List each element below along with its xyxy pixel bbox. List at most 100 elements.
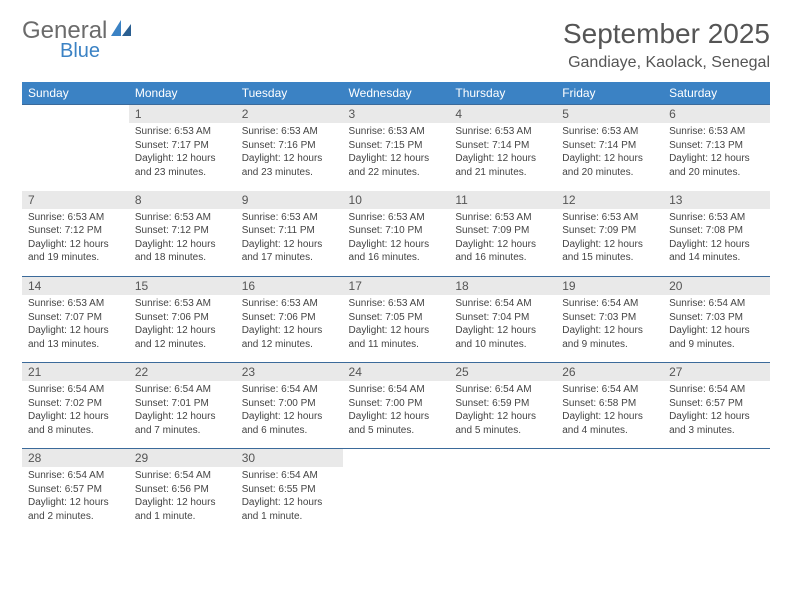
day-data: Sunrise: 6:54 AMSunset: 6:57 PMDaylight:… [663,383,770,441]
calendar-day-cell: 19Sunrise: 6:54 AMSunset: 7:03 PMDayligh… [556,277,663,363]
day-data: Sunrise: 6:53 AMSunset: 7:07 PMDaylight:… [22,297,129,355]
calendar-day-cell: 4 Sunrise: 6:53 AMSunset: 7:14 PMDaylight… [449,105,556,191]
day-number: 8 [129,191,236,209]
calendar-day-cell: 26 Sunrise: 6:54 AMSunset: 6:58 PMDayligh… [556,363,663,449]
day-number: 3 [343,105,450,123]
day-data: Sunrise: 6:54 AMSunset: 7:04 PMDaylight:… [449,297,556,355]
weekday-header: Saturday [663,82,770,105]
calendar-day-cell: 3Sunrise: 6:53 AMSunset: 7:15 PMDaylight… [343,105,450,191]
calendar-day-cell: 13Sunrise: 6:53 AMSunset: 7:08 PMDayligh… [663,191,770,277]
day-number: 14 [22,277,129,295]
calendar-day-cell [343,449,450,535]
header: General Blue September 2025 Gandiaye, Ka… [22,18,770,72]
logo-text-blue: Blue [60,41,133,61]
day-data: Sunrise: 6:53 AMSunset: 7:09 PMDaylight:… [556,211,663,269]
day-data: Sunrise: 6:53 AMSunset: 7:05 PMDaylight:… [343,297,450,355]
day-number: 29 [129,449,236,467]
day-data: Sunrise: 6:53 AMSunset: 7:14 PMDaylight:… [449,125,556,183]
weekday-header: Monday [129,82,236,105]
title-block: September 2025 Gandiaye, Kaolack, Senega… [563,18,770,72]
day-number: 1 [129,105,236,123]
day-number: 7 [22,191,129,209]
day-number: 23 [236,363,343,381]
day-data: Sunrise: 6:53 AMSunset: 7:12 PMDaylight:… [129,211,236,269]
day-number: 11 [449,191,556,209]
day-number: 17 [343,277,450,295]
calendar-day-cell: 23 Sunrise: 6:54 AMSunset: 7:00 PMDayligh… [236,363,343,449]
calendar-day-cell [22,105,129,191]
day-number: 2 [236,105,343,123]
calendar-body: 1 Sunrise: 6:53 AMSunset: 7:17 PMDaylight… [22,105,770,535]
day-data: Sunrise: 6:54 AMSunset: 6:55 PMDaylight:… [236,469,343,527]
calendar-week-row: 14 Sunrise: 6:53 AMSunset: 7:07 PMDayligh… [22,277,770,363]
day-data: Sunrise: 6:53 AMSunset: 7:06 PMDaylight:… [236,297,343,355]
calendar-day-cell: 5 Sunrise: 6:53 AMSunset: 7:14 PMDaylight… [556,105,663,191]
calendar-day-cell: 10 Sunrise: 6:53 AMSunset: 7:10 PMDayligh… [343,191,450,277]
calendar-day-cell: 6 Sunrise: 6:53 AMSunset: 7:13 PMDaylight… [663,105,770,191]
calendar-day-cell: 21Sunrise: 6:54 AMSunset: 7:02 PMDayligh… [22,363,129,449]
calendar-day-cell: 24 Sunrise: 6:54 AMSunset: 7:00 PMDayligh… [343,363,450,449]
calendar-week-row: 7Sunrise: 6:53 AMSunset: 7:12 PMDaylight… [22,191,770,277]
location-text: Gandiaye, Kaolack, Senegal [563,54,770,72]
weekday-header: Friday [556,82,663,105]
day-number: 26 [556,363,663,381]
day-data: Sunrise: 6:54 AMSunset: 6:56 PMDaylight:… [129,469,236,527]
calendar-day-cell: 25 Sunrise: 6:54 AMSunset: 6:59 PMDayligh… [449,363,556,449]
calendar-day-cell: 12 Sunrise: 6:53 AMSunset: 7:09 PMDayligh… [556,191,663,277]
calendar-day-cell: 1 Sunrise: 6:53 AMSunset: 7:17 PMDaylight… [129,105,236,191]
calendar-week-row: 21Sunrise: 6:54 AMSunset: 7:02 PMDayligh… [22,363,770,449]
day-number: 16 [236,277,343,295]
day-data: Sunrise: 6:53 AMSunset: 7:16 PMDaylight:… [236,125,343,183]
day-data: Sunrise: 6:53 AMSunset: 7:11 PMDaylight:… [236,211,343,269]
day-data: Sunrise: 6:53 AMSunset: 7:13 PMDaylight:… [663,125,770,183]
day-number: 10 [343,191,450,209]
day-number: 15 [129,277,236,295]
day-data: Sunrise: 6:53 AMSunset: 7:12 PMDaylight:… [22,211,129,269]
day-data: Sunrise: 6:53 AMSunset: 7:14 PMDaylight:… [556,125,663,183]
calendar-day-cell [449,449,556,535]
day-data: Sunrise: 6:54 AMSunset: 6:57 PMDaylight:… [22,469,129,527]
day-number: 21 [22,363,129,381]
day-data: Sunrise: 6:54 AMSunset: 7:00 PMDaylight:… [236,383,343,441]
day-data: Sunrise: 6:54 AMSunset: 7:00 PMDaylight:… [343,383,450,441]
calendar-day-cell: 7 Sunrise: 6:53 AMSunset: 7:12 PMDaylight… [22,191,129,277]
weekday-header: Tuesday [236,82,343,105]
day-number: 6 [663,105,770,123]
day-number: 30 [236,449,343,467]
day-number: 28 [22,449,129,467]
day-data: Sunrise: 6:54 AMSunset: 7:01 PMDaylight:… [129,383,236,441]
calendar-day-cell: 9 Sunrise: 6:53 AMSunset: 7:11 PMDaylight… [236,191,343,277]
calendar-day-cell: 2 Sunrise: 6:53 AMSunset: 7:16 PMDaylight… [236,105,343,191]
calendar-day-cell: 27Sunrise: 6:54 AMSunset: 6:57 PMDayligh… [663,363,770,449]
weekday-header: Sunday [22,82,129,105]
day-data: Sunrise: 6:53 AMSunset: 7:10 PMDaylight:… [343,211,450,269]
calendar-day-cell: 18 Sunrise: 6:54 AMSunset: 7:04 PMDayligh… [449,277,556,363]
calendar-week-row: 28 Sunrise: 6:54 AMSunset: 6:57 PMDayligh… [22,449,770,535]
logo: General Blue [22,18,133,61]
day-number: 4 [449,105,556,123]
day-data: Sunrise: 6:54 AMSunset: 6:58 PMDaylight:… [556,383,663,441]
weekday-header: Thursday [449,82,556,105]
day-number: 24 [343,363,450,381]
day-number: 25 [449,363,556,381]
day-data: Sunrise: 6:54 AMSunset: 7:03 PMDaylight:… [663,297,770,355]
calendar-day-cell: 16 Sunrise: 6:53 AMSunset: 7:06 PMDayligh… [236,277,343,363]
day-number: 18 [449,277,556,295]
day-number: 5 [556,105,663,123]
calendar-day-cell [663,449,770,535]
calendar-day-cell: 17 Sunrise: 6:53 AMSunset: 7:05 PMDayligh… [343,277,450,363]
day-data: Sunrise: 6:53 AMSunset: 7:17 PMDaylight:… [129,125,236,183]
day-number: 9 [236,191,343,209]
day-number: 19 [556,277,663,295]
calendar-day-cell: 30 Sunrise: 6:54 AMSunset: 6:55 PMDayligh… [236,449,343,535]
logo-sail-icon [109,18,133,43]
day-number: 12 [556,191,663,209]
calendar-day-cell: 11 Sunrise: 6:53 AMSunset: 7:09 PMDayligh… [449,191,556,277]
day-number: 20 [663,277,770,295]
calendar-day-cell: 14 Sunrise: 6:53 AMSunset: 7:07 PMDayligh… [22,277,129,363]
day-data: Sunrise: 6:54 AMSunset: 6:59 PMDaylight:… [449,383,556,441]
logo-text-general: General [22,19,107,43]
calendar-head: SundayMondayTuesdayWednesdayThursdayFrid… [22,82,770,105]
day-data: Sunrise: 6:53 AMSunset: 7:09 PMDaylight:… [449,211,556,269]
calendar-day-cell: 29 Sunrise: 6:54 AMSunset: 6:56 PMDayligh… [129,449,236,535]
